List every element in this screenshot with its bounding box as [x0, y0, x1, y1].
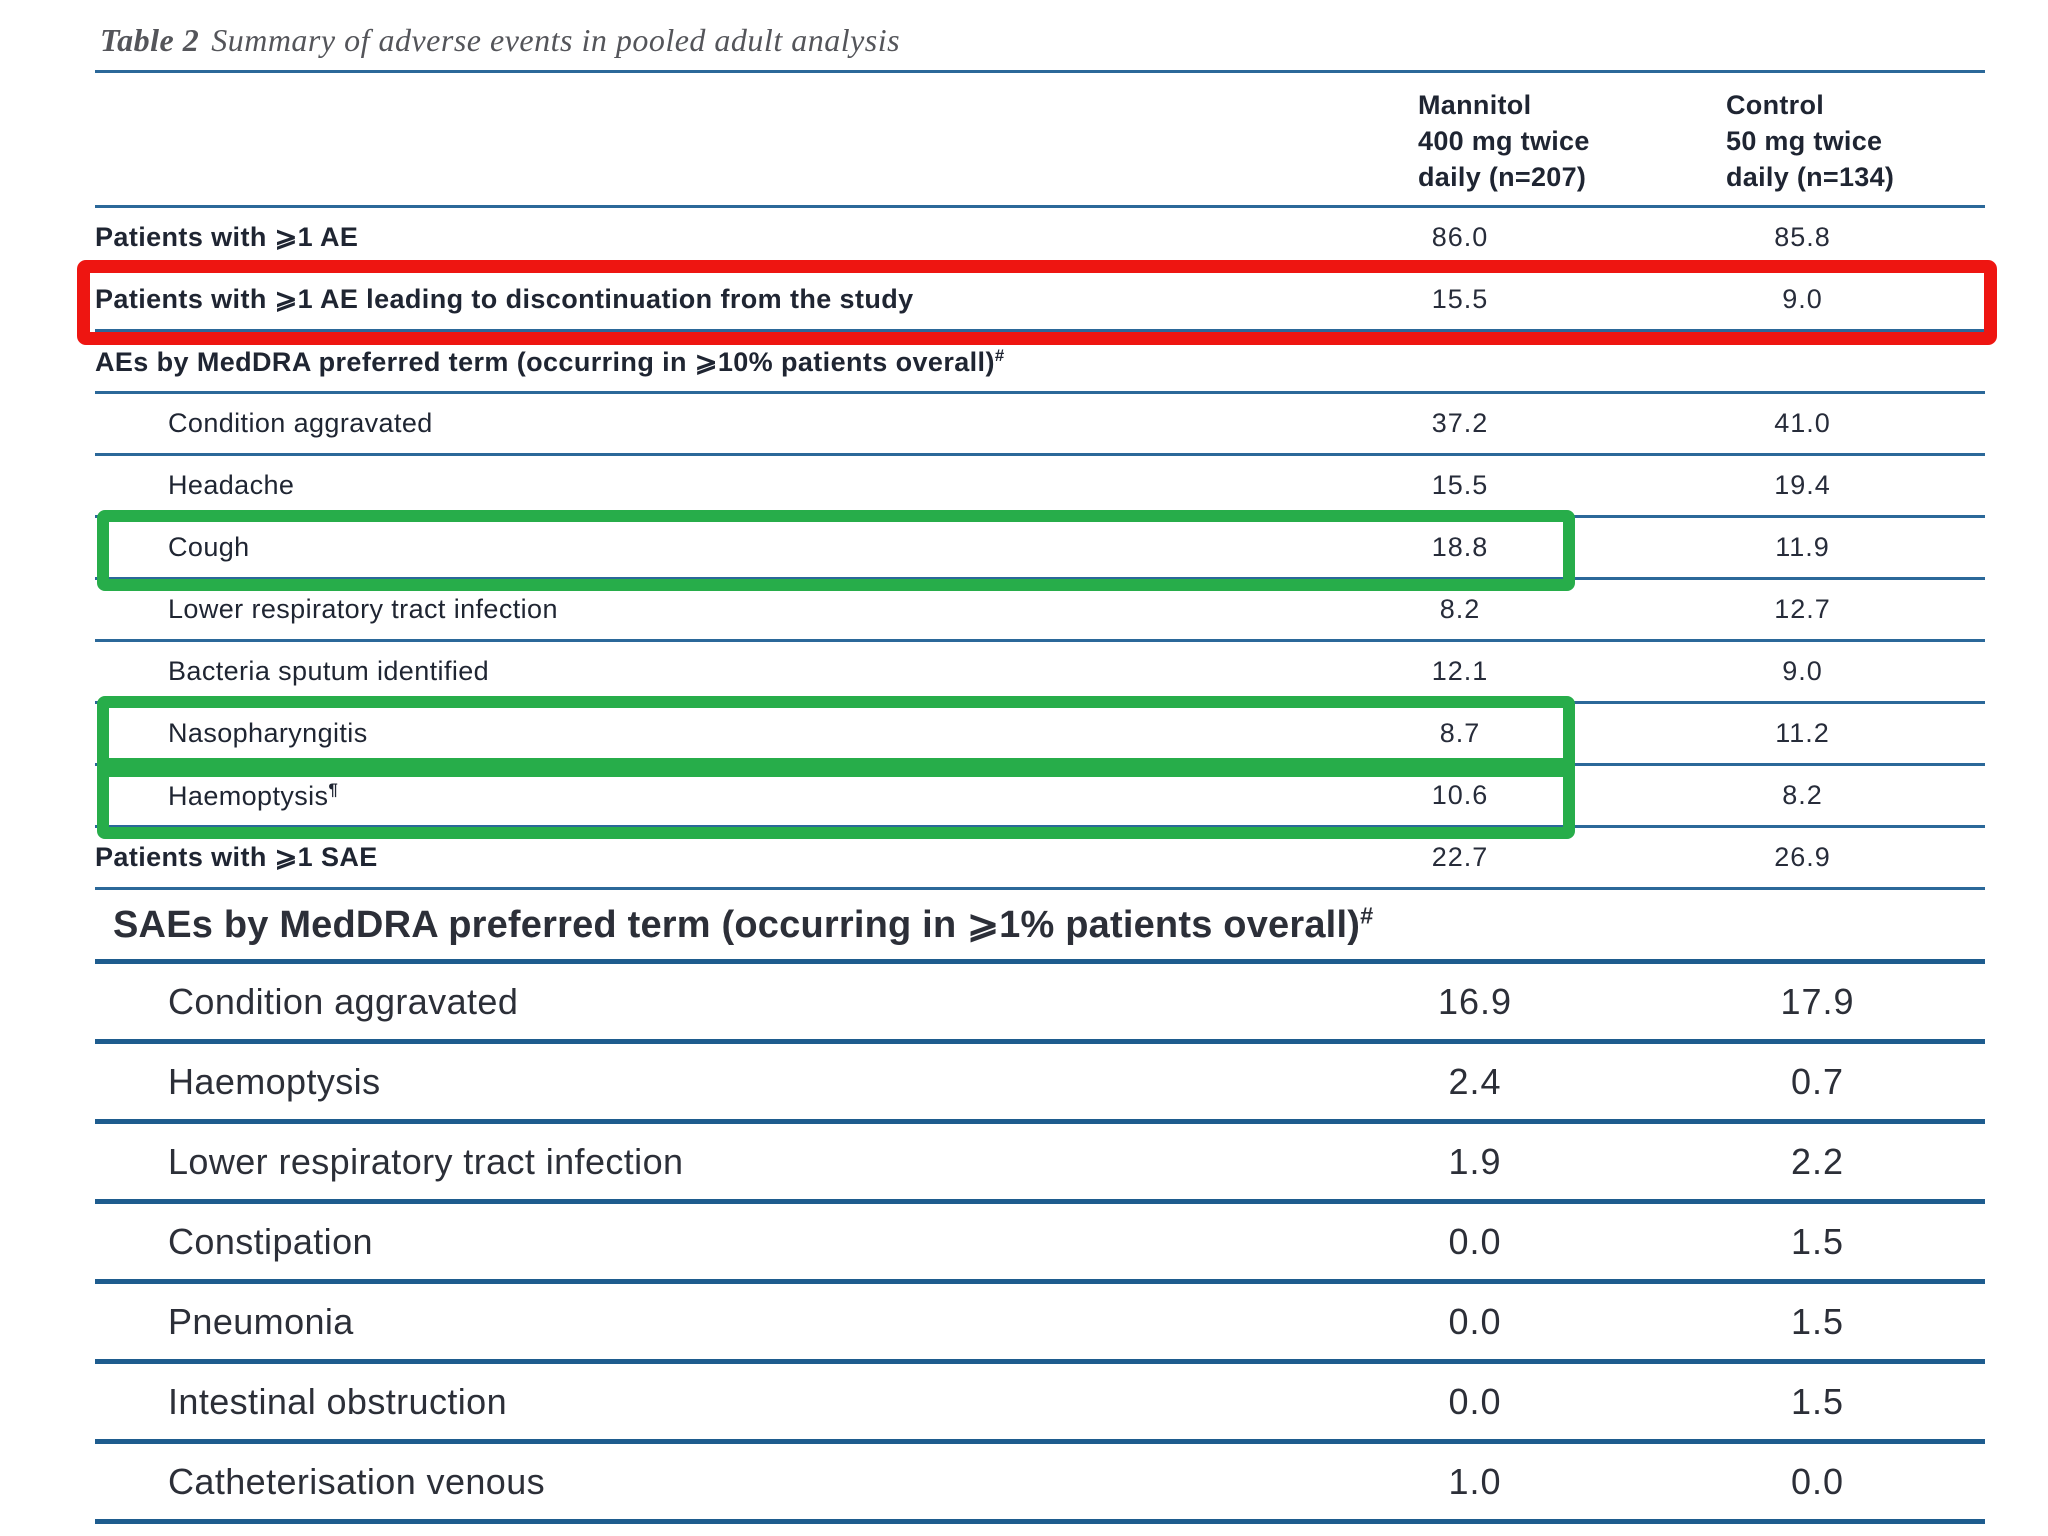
column-header-line: daily (n=207) [1418, 162, 1587, 192]
row-label: Constipation [168, 1220, 373, 1262]
row-label: Intestinal obstruction [168, 1380, 507, 1422]
row-label: Patients with ⩾1 AE [95, 222, 359, 252]
column-header-control: Control 50 mg twice daily (n=134) [1620, 87, 1985, 195]
row-label: Haemoptysis [168, 1060, 381, 1102]
control-value: 0.0 [1790, 1460, 1845, 1502]
table-row: Cough 18.8 11.9 [95, 510, 1985, 591]
mannitol-value: 0.0 [1448, 1220, 1502, 1262]
row-label: Catheterisation venous [168, 1460, 546, 1502]
column-header-line: 400 mg twice [1418, 126, 1590, 156]
column-header-line: 50 mg twice [1726, 126, 1883, 156]
table-row: Condition aggravated 37.2 41.0 [95, 394, 1985, 456]
superscript-marker: ¶ [328, 779, 339, 799]
table-row: Haemoptysis 2.4 0.7 [95, 1044, 1985, 1124]
control-value: 9.0 [1782, 656, 1823, 686]
row-label: Patients with ⩾1 SAE [95, 842, 378, 872]
table-number: Table 2 [100, 21, 200, 58]
table-row: Nasopharyngitis 8.7 11.2 [95, 696, 1985, 777]
control-value: 26.9 [1774, 842, 1831, 872]
row-label: Lower respiratory tract infection [168, 594, 558, 624]
row-label: Headache [168, 470, 295, 500]
control-value: 1.5 [1790, 1220, 1845, 1262]
stub-column-spacer [95, 87, 1300, 195]
row-label: Lower respiratory tract infection [168, 1140, 684, 1182]
control-value: 9.0 [1782, 284, 1823, 314]
top-rule [95, 70, 1985, 73]
table-row: Constipation 0.0 1.5 [95, 1204, 1985, 1284]
mannitol-value: 22.7 [1431, 842, 1489, 872]
mannitol-value: 86.0 [1431, 222, 1489, 252]
section-header-row: SAEs by MedDRA preferred term (occurring… [95, 890, 1985, 964]
table-row: Intestinal obstruction 0.0 1.5 [95, 1364, 1985, 1444]
mannitol-value: 8.7 [1439, 718, 1481, 748]
column-header-line: Mannitol [1418, 90, 1532, 120]
mannitol-value: 18.8 [1431, 532, 1489, 562]
table-row: Pneumonia 0.0 1.5 [95, 1284, 1985, 1364]
row-label: Condition aggravated [168, 408, 433, 438]
table-caption-text: Summary of adverse events in pooled adul… [211, 21, 901, 58]
mannitol-value: 8.2 [1439, 594, 1481, 624]
mannitol-value: 1.0 [1448, 1460, 1502, 1502]
mannitol-value: 0.0 [1448, 1300, 1502, 1342]
table-row: Lower respiratory tract infection 1.9 2.2 [95, 1124, 1985, 1204]
table-row: Condition aggravated 16.9 17.9 [95, 964, 1985, 1044]
row-label: Haemoptysis¶ [168, 779, 339, 811]
mannitol-value: 10.6 [1431, 780, 1489, 810]
control-value: 1.5 [1790, 1300, 1845, 1342]
control-value: 11.2 [1775, 718, 1830, 748]
row-label: Nasopharyngitis [168, 718, 368, 748]
control-value: 85.8 [1774, 222, 1831, 252]
control-value: 41.0 [1774, 408, 1831, 438]
control-value: 2.2 [1790, 1140, 1845, 1182]
section-header-row: AEs by MedDRA preferred term (occurring … [95, 332, 1985, 394]
row-label: Condition aggravated [168, 980, 519, 1022]
mannitol-value: 37.2 [1431, 408, 1489, 438]
mannitol-value: 15.5 [1431, 284, 1489, 314]
control-value: 1.5 [1790, 1380, 1845, 1422]
table-caption: Table 2 Summary of adverse events in poo… [95, 16, 1985, 64]
table-row: Catheterisation venous 1.0 0.0 [95, 1444, 1985, 1524]
mannitol-value: 15.5 [1431, 470, 1489, 500]
column-headers: Mannitol 400 mg twice daily (n=207) Cont… [95, 73, 1985, 208]
control-value: 17.9 [1780, 980, 1855, 1022]
superscript-marker: # [994, 345, 1005, 365]
table-row: Haemoptysis¶ 10.6 8.2 [95, 758, 1985, 839]
mannitol-value: 1.9 [1448, 1140, 1502, 1182]
column-header-line: daily (n=134) [1726, 162, 1895, 192]
row-label: SAEs by MedDRA preferred term (occurring… [113, 902, 1374, 946]
column-header-mannitol: Mannitol 400 mg twice daily (n=207) [1300, 87, 1620, 195]
row-label: Bacteria sputum identified [168, 656, 490, 686]
row-label: Cough [168, 532, 250, 562]
mannitol-value: 16.9 [1437, 980, 1513, 1022]
table-row: Headache 15.5 19.4 [95, 456, 1985, 518]
table-row: Bacteria sputum identified 12.1 9.0 [95, 642, 1985, 704]
table-row: Patients with ⩾1 SAE 22.7 26.9 [95, 828, 1985, 890]
mannitol-value: 12.1 [1431, 656, 1489, 686]
table-row: Lower respiratory tract infection 8.2 12.7 [95, 580, 1985, 642]
table-row: Patients with ⩾1 AE leading to discontin… [77, 260, 1997, 345]
row-label: Pneumonia [168, 1300, 354, 1342]
control-value: 19.4 [1774, 470, 1831, 500]
table-body: Patients with ⩾1 AE 86.0 85.8 Patients with… [77, 208, 1997, 1524]
table-row: Patients with ⩾1 AE 86.0 85.8 [95, 208, 1985, 270]
control-value: 12.7 [1774, 594, 1831, 624]
row-label: Patients with ⩾1 AE leading to discontin… [95, 284, 914, 314]
mannitol-value: 2.4 [1448, 1060, 1502, 1102]
row-label: AEs by MedDRA preferred term (occurring … [95, 345, 1005, 377]
column-header-line: Control [1726, 90, 1825, 120]
control-value: 11.9 [1775, 532, 1830, 562]
superscript-marker: # [1360, 902, 1374, 929]
control-value: 8.2 [1782, 780, 1823, 810]
control-value: 0.7 [1790, 1060, 1845, 1102]
mannitol-value: 0.0 [1448, 1380, 1502, 1422]
